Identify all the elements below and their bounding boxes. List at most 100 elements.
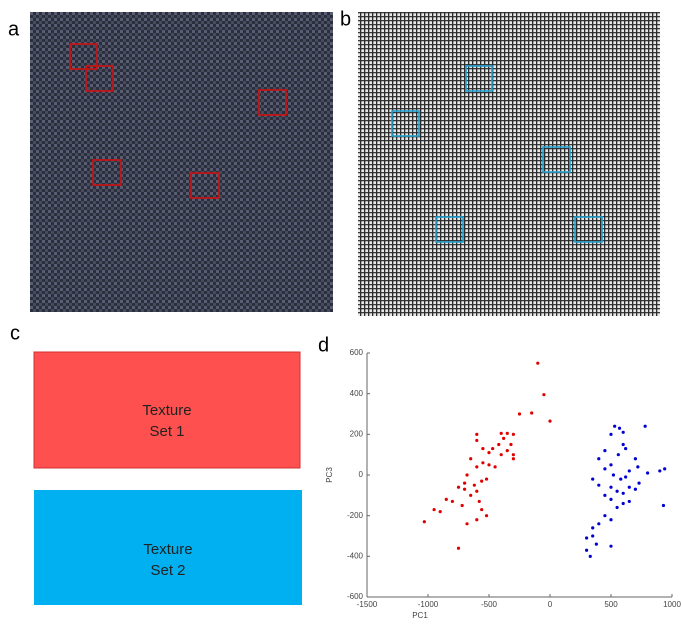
point [497,443,500,446]
point [485,477,488,480]
x-tick-label: -1500 [357,600,378,609]
point [612,473,615,476]
point [487,451,490,454]
y-tick-label: -400 [347,551,364,560]
point [475,465,478,468]
point [518,412,521,415]
y-axis-label: PC3 [325,467,334,483]
point [609,498,612,501]
point [597,457,600,460]
point [485,514,488,517]
point [536,362,539,365]
point [475,433,478,436]
point [658,469,661,472]
box-label: Texture [143,541,192,558]
point [491,447,494,450]
point [597,484,600,487]
point [530,411,533,414]
point [473,484,476,487]
y-tick-label: -600 [347,592,364,601]
point [481,461,484,464]
point [636,465,639,468]
point [603,494,606,497]
point [663,467,666,470]
point [616,490,619,493]
box-label: Set 1 [149,423,184,440]
point [457,547,460,550]
x-tick-label: 1000 [663,600,681,609]
point [603,449,606,452]
point [469,457,472,460]
point [487,463,490,466]
box-label: Set 2 [150,562,185,579]
point [609,486,612,489]
figure: a b c Texture Set 1 Texture Set 2 d PC1 … [0,0,682,621]
point [475,490,478,493]
point [465,473,468,476]
point [622,443,625,446]
point [634,488,637,491]
point [628,500,631,503]
point [616,506,619,509]
point [463,488,466,491]
point [644,425,647,428]
point [634,457,637,460]
point [585,549,588,552]
point [628,486,631,489]
point [542,393,545,396]
x-tick-label: -1000 [418,600,439,609]
point [500,453,503,456]
point [480,508,483,511]
point [609,433,612,436]
texture-image [358,12,660,316]
point [617,453,620,456]
point [465,522,468,525]
point [619,477,622,480]
point [603,514,606,517]
point [628,469,631,472]
point [480,480,483,483]
point [609,518,612,521]
point [506,449,509,452]
point [475,439,478,442]
point [613,425,616,428]
point [463,482,466,485]
point [622,502,625,505]
box-label: Texture [142,402,191,419]
y-tick-label: -200 [347,511,364,520]
point [589,555,592,558]
point [469,494,472,497]
point [481,447,484,450]
panel-label: a [8,18,20,40]
point [624,475,627,478]
point [662,504,665,507]
point [451,500,454,503]
point [618,427,621,430]
point [595,543,598,546]
point [475,518,478,521]
y-tick-label: 200 [350,429,364,438]
point [445,498,448,501]
panel-label: d [318,334,329,356]
point [597,522,600,525]
point [494,465,497,468]
point [591,477,594,480]
point [509,443,512,446]
point [512,433,515,436]
panel-label: c [10,322,20,344]
x-tick-label: 500 [604,600,618,609]
point [439,510,442,513]
panel-label: b [340,8,351,30]
x-tick-label: -500 [481,600,498,609]
point [457,486,460,489]
point [646,471,649,474]
point [506,432,509,435]
point [622,492,625,495]
x-axis-label: PC1 [412,611,428,620]
y-tick-label: 400 [350,389,364,398]
point [591,534,594,537]
x-tick-label: 0 [548,600,553,609]
point [585,536,588,539]
point [512,457,515,460]
point [423,520,426,523]
